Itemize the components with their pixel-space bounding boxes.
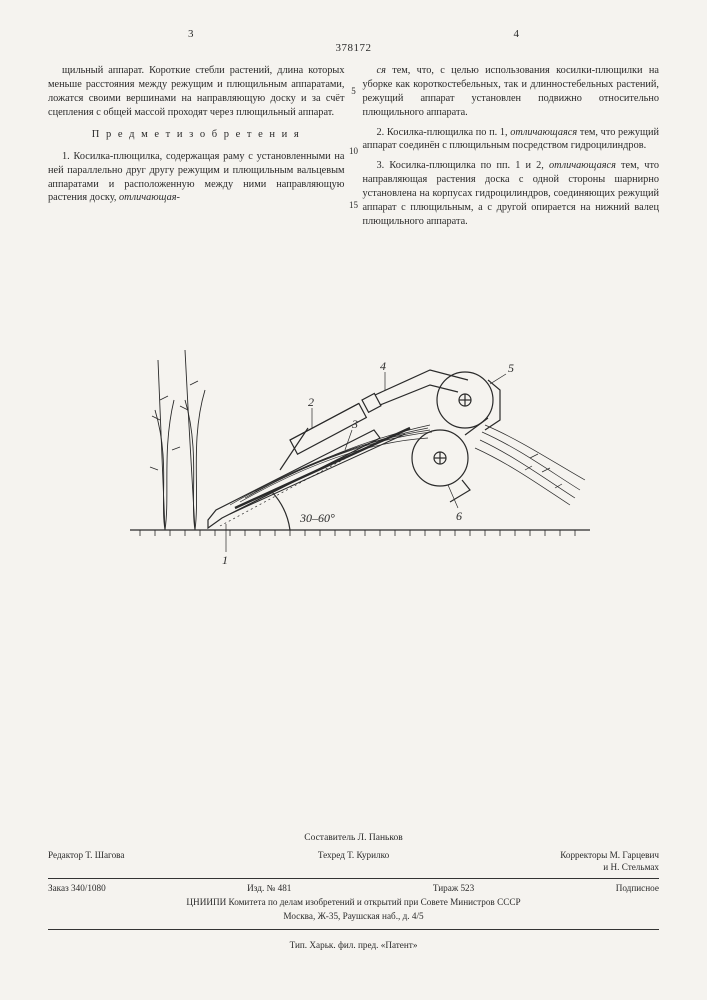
editor: Редактор Т. Шагова [48,850,252,874]
org-line: Москва, Ж-35, Раушская наб., д. 4/5 [48,911,659,923]
callout-1: 1 [222,553,228,567]
footer: Составитель Л. Паньков Редактор Т. Шагов… [48,832,659,952]
correctors: Корректоры М. Гарцевич и Н. Стельмах [455,850,659,874]
callout-6: 6 [456,509,462,523]
compiler-line: Составитель Л. Паньков [48,832,659,844]
paragraph: 3. Косилка-плющилка по пп. 1 и 2, отлича… [363,159,660,228]
divider [48,878,659,879]
callout-2: 2 [308,395,314,409]
angle-label: 30–60° [299,511,335,525]
divider [48,929,659,930]
paragraph: ся тем, что, с целью использования косил… [363,64,660,120]
callout-5: 5 [508,361,514,375]
left-column: щильный аппарат. Короткие стебли растени… [48,64,345,235]
publish-row: Заказ 340/1080 Изд. № 481 Тираж 523 Подп… [48,883,659,895]
page-right: 4 [514,28,520,40]
order-no: Заказ 340/1080 [48,883,106,895]
document-number: 378172 [48,42,659,54]
section-heading: П р е д м е т и з о б р е т е н и я [48,128,345,142]
org-line: ЦНИИПИ Комитета по делам изобретений и о… [48,897,659,909]
printer-line: Тип. Харьк. фил. пред. «Патент» [48,940,659,952]
paragraph: 2. Косилка-плющилка по п. 1, отличающаяс… [363,126,660,154]
right-column: ся тем, что, с целью использования косил… [363,64,660,235]
page-left: 3 [188,28,194,40]
podpisnoe: Подписное [616,883,659,895]
tirazh: Тираж 523 [433,883,474,895]
line-marker: 10 [347,146,361,156]
callout-4: 4 [380,359,386,373]
line-marker: 15 [347,200,361,210]
line-marker: 5 [347,86,361,96]
paragraph: 1. Косилка-плющилка, содержащая раму с у… [48,150,345,206]
page-numbers: 3 4 [48,28,659,40]
technical-drawing: 1 2 3 4 5 6 30–60° [130,330,590,570]
izd-no: Изд. № 481 [247,883,291,895]
tech-editor: Техред Т. Курилко [252,850,456,874]
callout-3: 3 [351,417,358,431]
paragraph: щильный аппарат. Короткие стебли растени… [48,64,345,120]
staff-row: Редактор Т. Шагова Техред Т. Курилко Кор… [48,850,659,874]
